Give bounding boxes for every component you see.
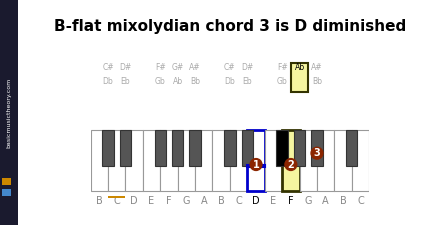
Text: 1: 1 <box>253 160 260 169</box>
Bar <box>91 130 108 191</box>
Bar <box>172 130 183 166</box>
Text: Ab: Ab <box>294 63 304 72</box>
Bar <box>294 130 305 166</box>
Text: C: C <box>357 196 364 206</box>
Bar <box>317 130 334 191</box>
Text: G: G <box>304 196 312 206</box>
Text: Bb: Bb <box>312 77 322 86</box>
Bar <box>125 130 143 191</box>
Text: F#: F# <box>155 63 165 72</box>
Text: 2: 2 <box>287 160 294 169</box>
Text: G: G <box>183 196 190 206</box>
Text: 3: 3 <box>314 148 320 158</box>
FancyBboxPatch shape <box>291 63 308 92</box>
Bar <box>213 130 230 191</box>
Text: D#: D# <box>119 63 132 72</box>
Text: Gb: Gb <box>277 77 287 86</box>
Bar <box>224 130 235 166</box>
Bar <box>352 130 369 191</box>
Text: A#: A# <box>311 63 323 72</box>
Text: G#: G# <box>172 63 184 72</box>
Text: A: A <box>323 196 329 206</box>
Text: E: E <box>148 196 154 206</box>
Bar <box>154 130 166 166</box>
Text: C#: C# <box>224 63 236 72</box>
Text: D: D <box>252 196 260 206</box>
Text: D: D <box>130 196 138 206</box>
Bar <box>143 130 160 191</box>
Bar <box>195 130 213 191</box>
Bar <box>346 130 357 166</box>
Text: B: B <box>96 196 103 206</box>
Bar <box>242 130 253 166</box>
Text: Db: Db <box>224 77 235 86</box>
Text: F: F <box>166 196 172 206</box>
Text: A#: A# <box>189 63 201 72</box>
Text: A: A <box>201 196 207 206</box>
Circle shape <box>284 158 297 171</box>
Bar <box>265 130 282 191</box>
Bar <box>312 130 323 166</box>
Text: F: F <box>288 196 293 206</box>
Text: Gb: Gb <box>155 77 165 86</box>
Bar <box>247 165 265 167</box>
Text: Eb: Eb <box>242 77 252 86</box>
Text: E: E <box>270 196 276 206</box>
Bar <box>230 130 247 191</box>
Bar <box>300 130 317 191</box>
Text: Bb: Bb <box>190 77 200 86</box>
Text: C: C <box>235 196 242 206</box>
Bar <box>103 130 114 166</box>
Text: Ab: Ab <box>172 77 183 86</box>
Bar <box>178 130 195 191</box>
Text: C#: C# <box>102 63 114 72</box>
Text: D#: D# <box>241 63 253 72</box>
Text: basicmusictheory.com: basicmusictheory.com <box>7 77 12 148</box>
Bar <box>282 130 300 191</box>
Bar <box>334 130 352 191</box>
Bar <box>276 130 288 166</box>
Text: C: C <box>114 196 120 206</box>
Bar <box>160 130 178 191</box>
Bar <box>247 130 265 191</box>
Bar <box>108 130 125 191</box>
Text: Eb: Eb <box>121 77 130 86</box>
Text: Db: Db <box>103 77 114 86</box>
Circle shape <box>249 158 263 171</box>
Bar <box>108 196 125 198</box>
Text: F#: F# <box>277 63 287 72</box>
Bar <box>189 130 201 166</box>
Bar <box>120 130 131 166</box>
Text: B: B <box>218 196 224 206</box>
Text: B: B <box>340 196 346 206</box>
Title: B-flat mixolydian chord 3 is D diminished: B-flat mixolydian chord 3 is D diminishe… <box>54 20 406 34</box>
Circle shape <box>310 146 323 160</box>
